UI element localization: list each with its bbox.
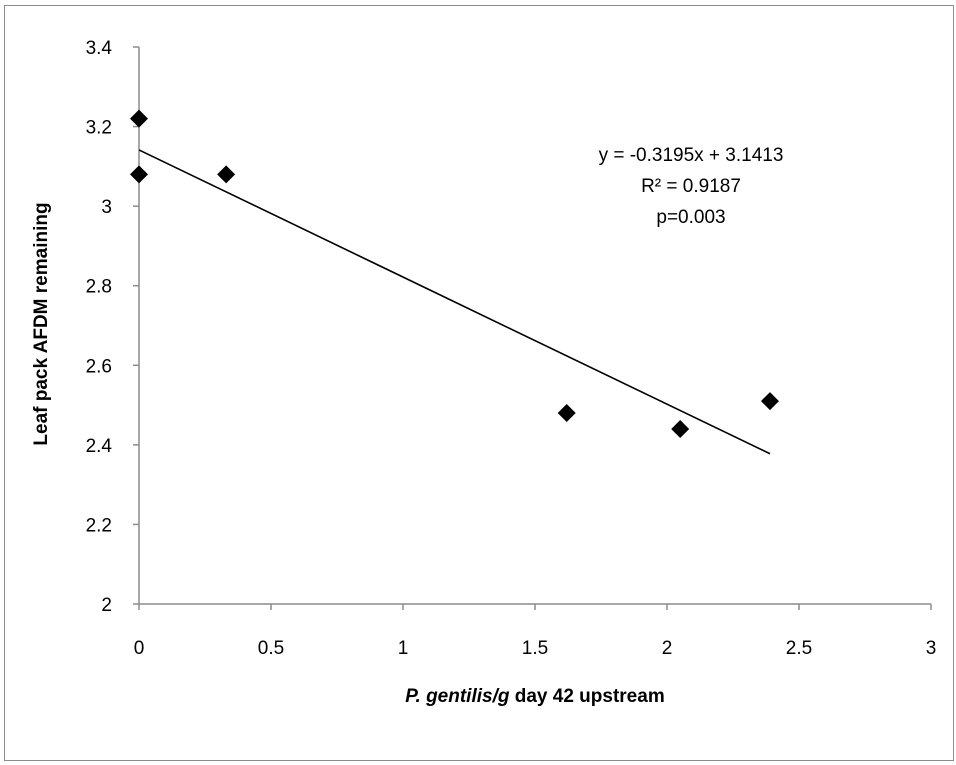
trendline-equation: y = -0.3195x + 3.1413 xyxy=(599,145,784,166)
y-axis-title: Leaf pack AFDM remaining xyxy=(31,202,52,445)
y-tick-label: 2.4 xyxy=(86,436,113,457)
p-value-label: p=0.003 xyxy=(656,207,725,228)
linear-trendline xyxy=(138,149,771,455)
axes xyxy=(138,47,931,605)
data-point xyxy=(671,419,690,438)
data-points xyxy=(130,109,779,438)
y-tick-label: 2.8 xyxy=(86,277,112,298)
y-tick-label: 2 xyxy=(101,595,112,616)
y-tick-label: 3 xyxy=(101,197,112,218)
x-axis-ticks: 0 0.5 1 1.5 2 2.5 3 xyxy=(134,604,937,659)
y-axis-ticks: 2 2.2 2.4 2.6 2.8 3 3.2 3.4 xyxy=(86,38,139,616)
x-tick-label: 1.5 xyxy=(522,638,548,659)
data-point xyxy=(557,404,576,423)
data-point xyxy=(130,109,148,128)
trendline-group xyxy=(138,149,771,455)
x-axis-title: P. gentilis/g day 42 upstream xyxy=(405,686,664,707)
x-tick-label: 2.5 xyxy=(786,638,812,659)
x-axis-title-rest: day 42 upstream xyxy=(509,686,664,707)
x-tick-label: 3 xyxy=(926,638,937,659)
y-tick-label: 3.2 xyxy=(86,118,112,139)
data-point xyxy=(130,165,148,184)
x-tick-label: 1 xyxy=(398,638,409,659)
data-point xyxy=(760,392,779,411)
y-tick-label: 2.2 xyxy=(86,515,112,536)
x-axis-title-italic: P. gentilis/g xyxy=(405,686,510,707)
y-tick-label: 2.6 xyxy=(86,356,112,377)
x-tick-label: 2 xyxy=(662,638,673,659)
y-tick-label: 3.4 xyxy=(86,38,113,59)
x-tick-label: 0.5 xyxy=(258,638,284,659)
data-point xyxy=(217,165,236,184)
r-squared-label: R² = 0.9187 xyxy=(641,176,741,197)
chart-area xyxy=(4,5,954,761)
x-tick-label: 0 xyxy=(134,638,145,659)
